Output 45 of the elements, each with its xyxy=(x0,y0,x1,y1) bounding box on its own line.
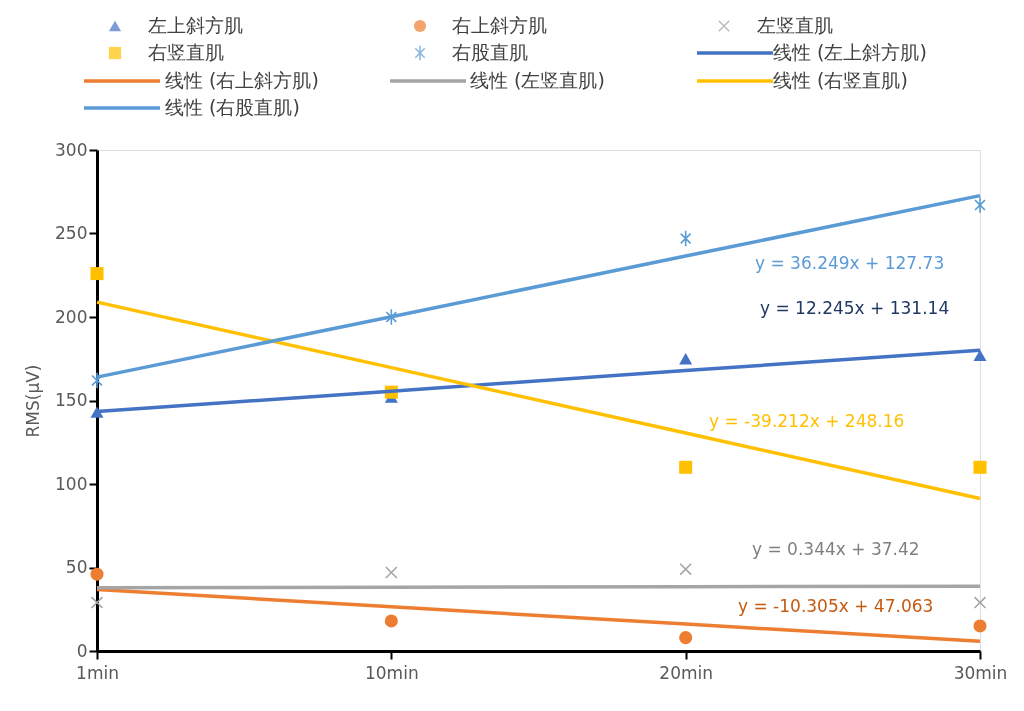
point xyxy=(679,562,692,576)
point xyxy=(973,460,987,474)
y-tick-label: 50 xyxy=(65,557,88,577)
point xyxy=(973,349,987,362)
point xyxy=(384,614,398,628)
point xyxy=(973,619,987,633)
point xyxy=(90,596,104,609)
point xyxy=(973,596,987,609)
legend-label: 右股直肌 xyxy=(452,41,528,63)
legend-label: 线性 (右股直肌) xyxy=(165,96,300,118)
legend-label: 左上斜方肌 xyxy=(148,14,243,36)
legend-label: 右上斜方肌 xyxy=(452,14,547,36)
point xyxy=(90,567,104,581)
y-tick-label: 0 xyxy=(76,640,88,661)
x-tick-label: 20min xyxy=(659,662,714,683)
y-tick-label: 250 xyxy=(55,223,88,243)
legend-label: 线性 (右竖直肌) xyxy=(773,69,908,91)
y-tick-label: 100 xyxy=(55,473,88,494)
point xyxy=(90,406,104,418)
legend-label: 左竖直肌 xyxy=(757,14,833,36)
point xyxy=(679,353,693,365)
legend-label: 线性 (左竖直肌) xyxy=(470,69,605,91)
x-tick-label: 10min xyxy=(364,662,419,683)
annotation: y = -10.305x + 47.063 xyxy=(738,596,934,616)
line-series xyxy=(95,587,982,644)
point xyxy=(679,230,692,247)
annotation: y = 0.344x + 37.42 xyxy=(752,539,920,559)
legend-label: 线性 (左上斜方肌) xyxy=(773,41,927,63)
annotation: y = 12.245x + 131.14 xyxy=(760,298,950,318)
legend-label: 右竖直肌 xyxy=(148,41,224,63)
legend-label: 线性 (右上斜方肌) xyxy=(165,69,319,91)
x-tick-label: 1min xyxy=(76,662,119,683)
x-tick-label: 30min xyxy=(953,662,1008,683)
annotation: y = -39.212x + 248.16 xyxy=(709,411,905,431)
y-tick-label: 300 xyxy=(55,139,88,160)
point xyxy=(385,566,398,579)
point xyxy=(679,631,693,645)
point xyxy=(679,460,693,474)
y-tick-label: 150 xyxy=(55,390,88,410)
line-series xyxy=(95,300,982,501)
annotation: y = 36.249x + 127.73 xyxy=(755,253,945,273)
point xyxy=(90,267,104,281)
y-tick-label: 200 xyxy=(55,306,88,327)
y-axis-title: RMS(μV) xyxy=(23,364,44,438)
point xyxy=(385,308,398,326)
